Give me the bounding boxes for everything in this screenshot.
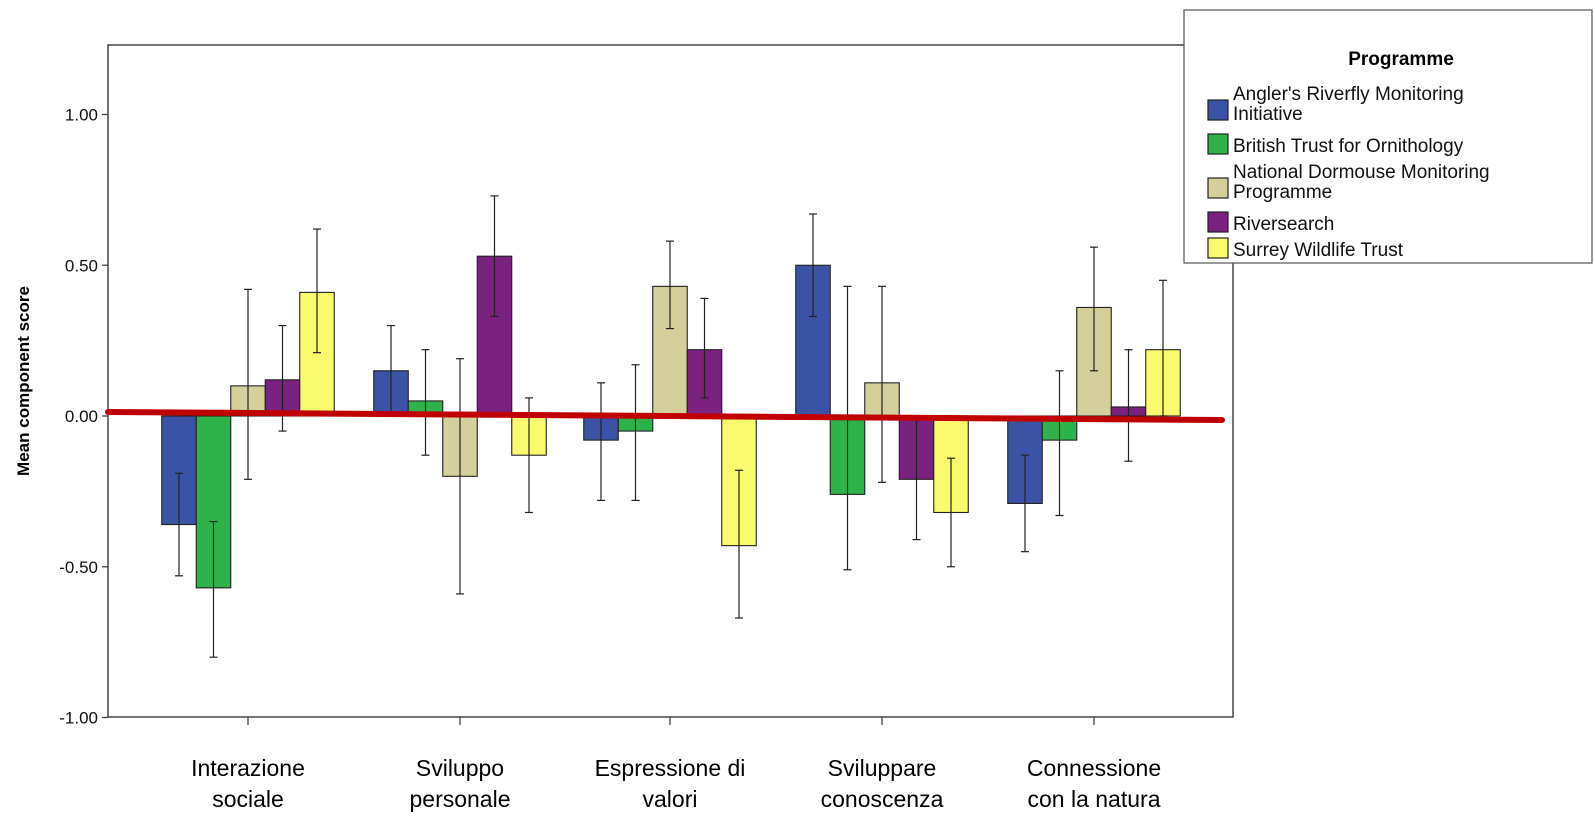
legend-label: Surrey Wildlife Trust xyxy=(1233,240,1404,261)
error-bar-1-3 xyxy=(597,382,605,502)
y-tick-label: 1.00 xyxy=(65,106,98,125)
error-bar-1-5 xyxy=(1021,454,1029,553)
error-bar-5-1 xyxy=(313,228,321,354)
error-bar-5-5 xyxy=(1159,279,1167,417)
legend-swatch xyxy=(1207,237,1229,259)
y-axis: 1.00 0.50 0.00 -0.50 -1.00 xyxy=(59,106,108,728)
error-bar-1-1 xyxy=(175,472,183,577)
error-bar-5-3 xyxy=(735,469,743,619)
legend-item-1: Angler's Riverfly Monitoring Initiative xyxy=(1207,84,1464,125)
error-bar-3-3 xyxy=(666,240,674,330)
error-bar-4-3 xyxy=(700,297,709,399)
legend-swatch xyxy=(1207,177,1229,199)
y-tick-label: -0.50 xyxy=(59,558,98,577)
reference-line xyxy=(105,408,1225,424)
error-bar-5-4 xyxy=(947,457,955,568)
legend-item-2: British Trust for Ornithology xyxy=(1207,133,1464,157)
legend: Programme Angler's Riverfly Monitoring In… xyxy=(1183,9,1593,264)
error-bar-3-5 xyxy=(1090,246,1098,372)
legend-item-3: National Dormouse Monitoring Programme xyxy=(1207,162,1490,203)
error-bar-2-3 xyxy=(631,364,640,502)
x-tick-label: Connessione con la natura xyxy=(1027,755,1161,812)
error-bar-4-5 xyxy=(1124,349,1133,462)
error-bar-2-4 xyxy=(843,285,852,571)
error-bar-4-2 xyxy=(490,195,499,318)
legend-items: Angler's Riverfly Monitoring Initiative Br… xyxy=(1207,84,1490,261)
legend-label: Angler's Riverfly Monitoring Initiative xyxy=(1233,84,1464,125)
legend-label: British Trust for Ornithology xyxy=(1233,136,1464,157)
legend-swatch xyxy=(1207,133,1229,155)
error-bar-1-4 xyxy=(809,213,817,318)
x-tick-label: Sviluppo personale xyxy=(409,755,510,812)
error-bar-2-1 xyxy=(209,520,218,658)
legend-box xyxy=(1183,9,1593,264)
y-tick-label: 0.00 xyxy=(65,407,98,426)
x-axis: Interazione sociale Sviluppo personale Espre… xyxy=(191,717,1161,812)
x-tick-label: Sviluppare conoscenza xyxy=(821,755,944,812)
error-bar-2-2 xyxy=(421,349,430,456)
legend-item-5: Surrey Wildlife Trust xyxy=(1207,237,1404,261)
error-bar-3-2 xyxy=(456,358,464,595)
legend-swatch xyxy=(1207,99,1229,121)
legend-swatch xyxy=(1207,211,1229,233)
y-tick-label: 0.50 xyxy=(65,256,98,275)
reference-line-layer xyxy=(105,408,1225,424)
error-bar-2-5 xyxy=(1055,370,1064,517)
error-bar-3-4 xyxy=(878,285,886,483)
x-tick-label: Interazione sociale xyxy=(191,755,305,812)
legend-title: Programme xyxy=(1348,49,1454,70)
error-bar-3-1 xyxy=(244,288,252,480)
x-tick-label: Espressione di valori xyxy=(595,755,746,812)
legend-label: Riversearch xyxy=(1233,214,1334,235)
legend-label: National Dormouse Monitoring Programme xyxy=(1233,162,1490,203)
y-tick-label: -1.00 xyxy=(59,709,98,728)
legend-item-4: Riversearch xyxy=(1207,211,1334,235)
y-axis-label: Mean component score xyxy=(14,286,33,476)
